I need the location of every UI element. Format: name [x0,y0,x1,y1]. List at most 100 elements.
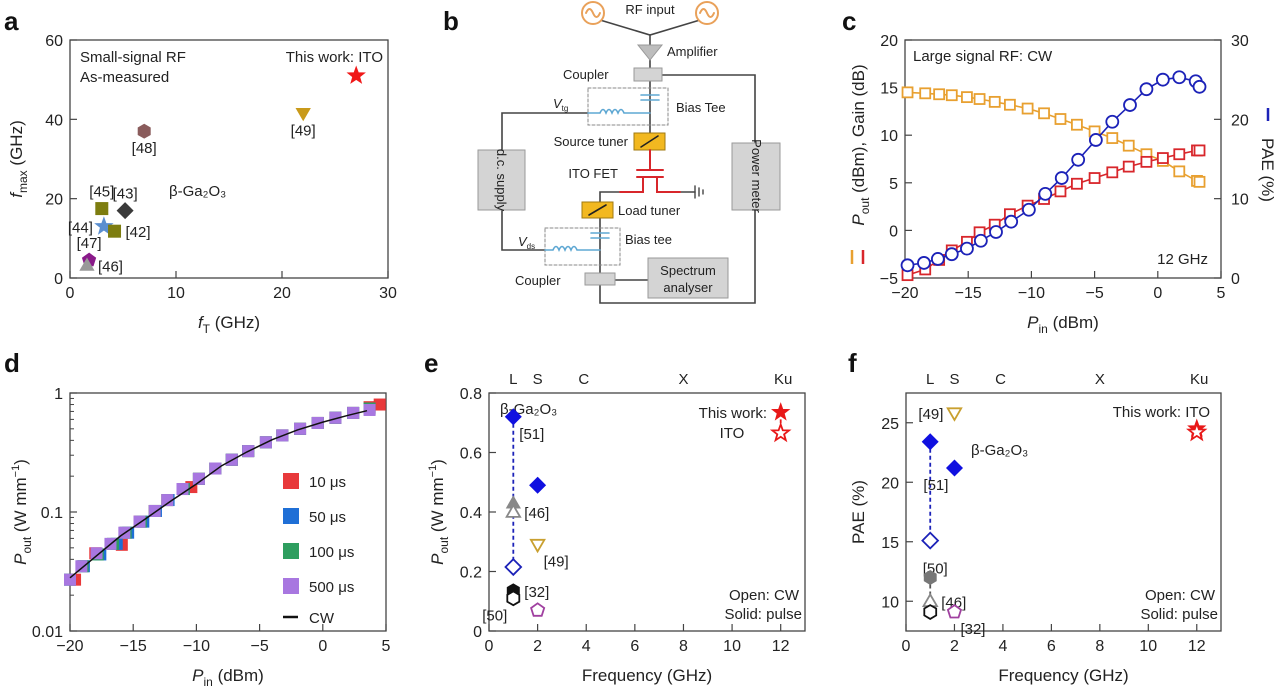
inductor-icon [587,108,651,116]
load-tuner-label: Load tuner [618,203,681,218]
y-axis-label-close: ) [428,459,447,465]
data-point-square [1106,166,1119,179]
y-axis-label: Pout (W mm−1) [10,459,34,565]
data-point-pentagon [946,603,963,619]
ito-fet-label: ITO FET [568,166,618,181]
data-point-star [770,402,791,421]
x-tick-label: 6 [1047,638,1056,655]
x-axis-label: Pin (dBm) [192,666,264,687]
legend-swatch [283,543,299,559]
data-point-square [1193,144,1206,157]
panel-label-e: e [424,348,438,378]
x-tick-label: 5 [382,638,391,655]
data-point-pentagon [530,602,546,617]
point-label: [49] [544,554,569,571]
y-tick-label: 0.01 [32,624,63,641]
annotation-as-measured: As-measured [80,69,169,86]
data-point-hexagon [923,570,937,585]
x-tick-label: 12 [1188,638,1206,655]
data-point-circle [1155,72,1170,87]
x-axis-label: Pin (dBm) [1027,313,1099,336]
x-axis-label-unit: (dBm) [213,666,264,685]
x-tick-label: 4 [582,638,591,655]
data-point-circle [1004,214,1019,229]
band-label: S [533,371,543,388]
x-tick-label: 0 [66,285,75,302]
data-point-hexagon [923,604,938,620]
annotation-this-work: This work: ITO [1113,404,1210,421]
annotation-material: β-Ga₂O₃ [971,442,1028,459]
y-tick-label: 20 [1231,112,1249,129]
data-point-square [1122,160,1135,173]
data-point-diamond [921,433,939,451]
plot-frame [905,392,1222,632]
legend-label: 50 μs [309,509,346,526]
x-tick-label: 0 [485,638,494,655]
vds-sub: ds [527,242,535,251]
data-point-square [988,95,1001,108]
band-label: Ku [1190,371,1208,388]
y-tick-label: 5 [889,176,898,193]
rf-input-label: RF input [625,2,675,17]
data-point-square [973,93,986,105]
tuner-arrow-icon [640,135,659,148]
band-label: S [949,371,959,388]
series-line [907,91,1200,183]
data-point-square [1106,132,1119,144]
capacitor-icon [640,94,660,101]
y-axis-label-left: Pout (dBm), Gain (dB) [849,64,872,225]
data-point-square [1173,148,1186,161]
wire [599,191,621,203]
y-axis-label-var: P [428,553,447,565]
y-tick-label: 0.2 [460,565,482,582]
x-axis-label: fT (GHz) [198,313,260,336]
y-tick-label: 20 [880,33,898,50]
x-tick-label: −20 [56,638,83,655]
x-tick-label: −5 [250,638,268,655]
vtg-label: Vtg [553,96,568,113]
y-axis-label-right: PAE (%) [1258,138,1277,202]
plot-frame [904,39,1222,279]
x-tick-label: 8 [679,638,688,655]
bias-tee-bottom-label: Bias tee [625,232,672,247]
power-meter-wire [661,74,756,144]
y-tick-label: 0.8 [460,386,482,403]
data-point-circle [1071,152,1086,167]
legend-label: 10 μs [309,474,346,491]
data-point-square [961,91,973,104]
point-label: [46] [524,505,549,522]
band-label: L [926,371,934,388]
data-point-tri-down [529,538,546,554]
band-label: C [578,371,589,388]
y-axis-label-unit: (W mm [428,477,447,536]
power-meter-box [731,142,781,211]
x-axis-label: Frequency (GHz) [582,666,712,685]
data-point-star [94,216,114,235]
data-point-circle [1038,187,1053,201]
band-label: C [995,371,1006,388]
x-tick-label: 0 [902,638,911,655]
point-label: [51] [923,477,948,494]
x-tick-label: 8 [1095,638,1104,655]
chart-panel-f: 0 2 4 6 8 10 12 10 15 20 25 Frequency (GHz) PAE (%) L… [849,371,1222,685]
data-point-circle [930,252,945,266]
legend-label: 100 μs [309,544,354,561]
data-point-square [1173,165,1186,178]
point-label: [44] [68,219,93,236]
point-label: [49] [291,122,316,139]
power-meter-label: Power meter [749,139,764,213]
dc-supply-label: d.c. supply [494,149,509,212]
data-point-square [1054,185,1067,198]
data-point-star [346,65,366,84]
y-axis-label: Pout (W mm−1) [427,459,451,565]
dc-supply-box [477,149,526,211]
y-axis-label-left-unit: (dBm), Gain (dB) [849,64,868,197]
tuner-arrow-icon [588,204,607,216]
y-tick-label: 0.1 [41,505,63,522]
vds-var: V [518,234,528,249]
x-tick-label: 20 [273,285,291,302]
y-axis-label: fmax (GHz) [7,120,30,197]
vtg-var: V [553,96,563,111]
